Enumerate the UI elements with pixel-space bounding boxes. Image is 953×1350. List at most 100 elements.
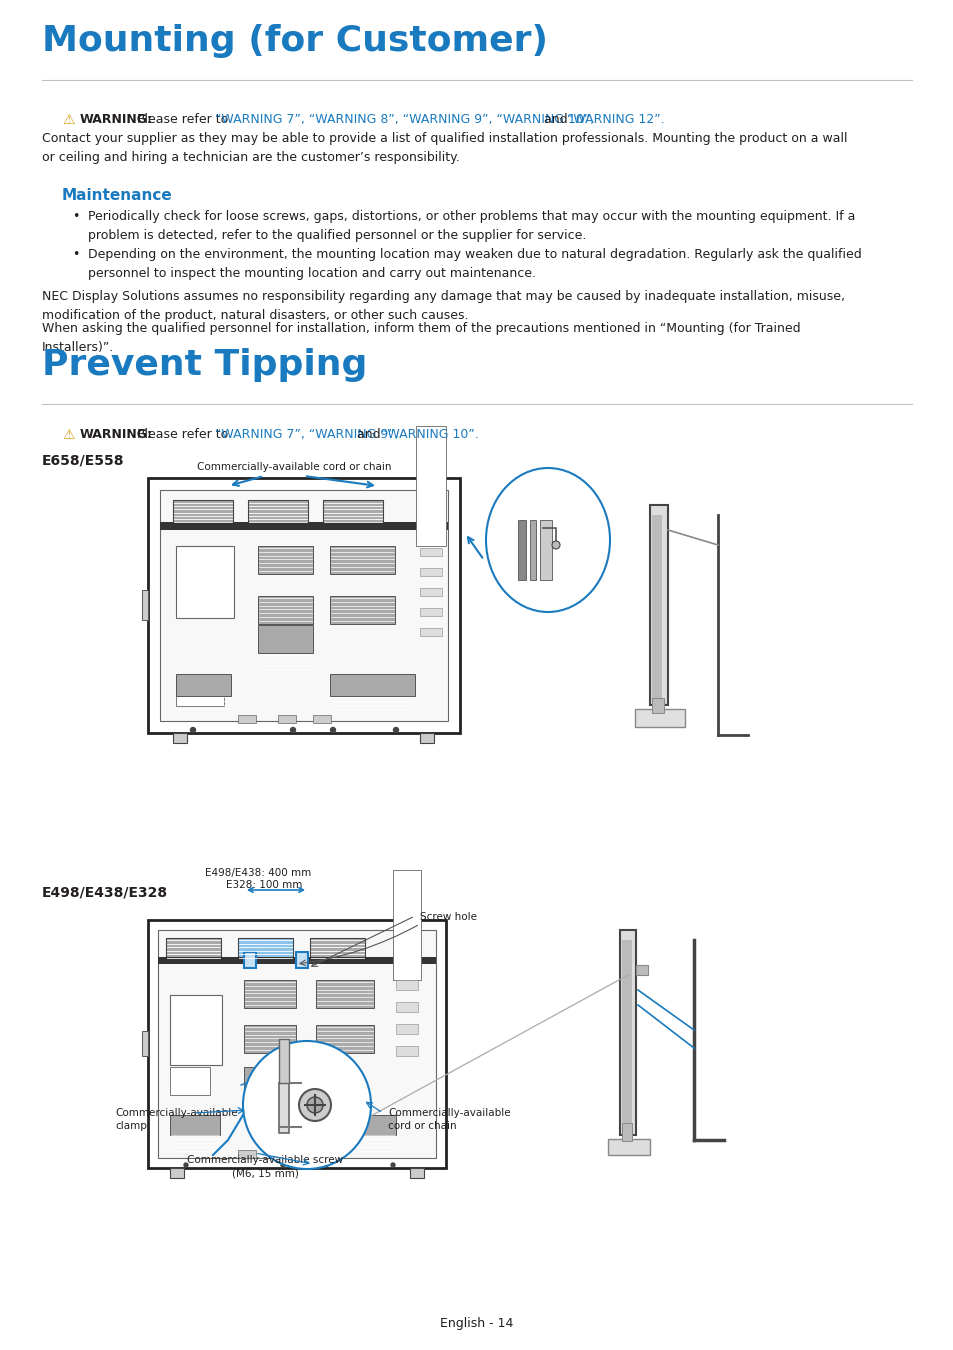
Bar (166, 938, 221, 960)
Bar (172, 733, 187, 743)
Bar (237, 938, 293, 960)
Text: ⚠: ⚠ (62, 428, 74, 441)
Bar (158, 957, 436, 964)
Bar (315, 1115, 395, 1135)
Text: NEC Display Solutions assumes no responsibility regarding any damage that may be: NEC Display Solutions assumes no respons… (42, 290, 844, 321)
Bar (257, 545, 313, 574)
Bar (160, 490, 448, 721)
Bar (148, 919, 446, 1168)
Bar (651, 514, 661, 701)
Bar (635, 709, 684, 728)
Text: Please refer to: Please refer to (137, 113, 232, 126)
Text: and: and (539, 113, 571, 126)
Circle shape (291, 728, 295, 733)
Bar (275, 1150, 294, 1158)
Bar (278, 1083, 289, 1133)
Bar (175, 676, 224, 706)
Text: English - 14: English - 14 (440, 1318, 513, 1330)
Text: Prevent Tipping: Prevent Tipping (42, 348, 367, 382)
Circle shape (552, 541, 559, 549)
Bar (257, 625, 313, 653)
Text: E498/E438/E328: E498/E438/E328 (42, 886, 168, 899)
Bar (419, 568, 441, 576)
Bar (619, 930, 636, 1135)
Bar (419, 733, 434, 743)
Bar (539, 520, 552, 580)
Bar (323, 500, 382, 525)
Bar (330, 545, 395, 574)
Bar (419, 628, 441, 636)
Text: When asking the qualified personnel for installation, inform them of the precaut: When asking the qualified personnel for … (42, 323, 800, 354)
Bar (158, 930, 436, 1158)
Circle shape (330, 728, 335, 733)
Bar (160, 522, 448, 531)
Bar (170, 995, 222, 1065)
Bar (649, 505, 667, 705)
Bar (330, 595, 395, 624)
Bar (175, 674, 231, 697)
Bar (175, 545, 233, 618)
Text: Depending on the environment, the mounting location may weaken due to natural de: Depending on the environment, the mounti… (88, 248, 861, 279)
Bar (295, 952, 308, 968)
Bar (148, 478, 459, 733)
Circle shape (191, 728, 195, 733)
Bar (419, 548, 441, 556)
Text: E498/E438: 400 mm
    E328: 100 mm: E498/E438: 400 mm E328: 100 mm (205, 868, 311, 891)
Bar (142, 1031, 148, 1056)
Circle shape (393, 728, 398, 733)
Bar (395, 1025, 417, 1034)
Bar (310, 938, 365, 960)
Bar (237, 716, 255, 724)
Bar (277, 716, 295, 724)
Text: “WARNING 7”, “WARNING 9”,: “WARNING 7”, “WARNING 9”, (214, 428, 398, 441)
Bar (315, 1025, 374, 1053)
Text: Commercially-available screw
(M6, 15 mm): Commercially-available screw (M6, 15 mm) (187, 1156, 343, 1179)
Ellipse shape (485, 468, 609, 612)
Text: Maintenance: Maintenance (62, 188, 172, 202)
Text: and: and (353, 428, 384, 441)
Text: Please refer to: Please refer to (137, 428, 232, 441)
Bar (395, 980, 417, 990)
Bar (315, 980, 374, 1008)
Circle shape (243, 1041, 371, 1169)
Text: Mounting (for Customer): Mounting (for Customer) (42, 24, 547, 58)
Bar (312, 1150, 330, 1158)
Bar (170, 1066, 210, 1095)
Bar (278, 1040, 289, 1083)
Text: WARNING:: WARNING: (80, 428, 152, 441)
Circle shape (391, 1162, 395, 1166)
Text: Contact your supplier as they may be able to provide a list of qualified install: Contact your supplier as they may be abl… (42, 132, 846, 163)
Bar (170, 1115, 220, 1135)
Bar (237, 1150, 255, 1158)
Bar (170, 1168, 184, 1179)
Bar (248, 500, 308, 525)
Bar (330, 674, 415, 697)
Text: WARNING:: WARNING: (80, 113, 152, 126)
Bar (172, 500, 233, 525)
Bar (621, 1123, 631, 1141)
Text: •: • (71, 248, 79, 261)
Bar (607, 1139, 649, 1156)
Text: Screw hole: Screw hole (419, 913, 476, 922)
Bar (142, 590, 148, 620)
Bar (517, 520, 525, 580)
Bar (244, 1066, 295, 1095)
Bar (419, 589, 441, 595)
Text: ⚠: ⚠ (62, 113, 74, 127)
Circle shape (298, 1089, 331, 1120)
Circle shape (307, 1098, 323, 1112)
Bar (416, 427, 446, 545)
Bar (313, 716, 331, 724)
Bar (636, 965, 647, 975)
Text: “WARNING 12”.: “WARNING 12”. (566, 113, 664, 126)
Text: •: • (71, 211, 79, 223)
Bar (410, 1168, 423, 1179)
Bar (395, 1002, 417, 1012)
Text: E658/E558: E658/E558 (42, 454, 125, 467)
Circle shape (324, 1162, 328, 1166)
Bar (244, 1025, 295, 1053)
Text: “WARNING 10”.: “WARNING 10”. (380, 428, 478, 441)
Bar (651, 698, 663, 713)
Bar (530, 520, 536, 580)
Text: Commercially-available cord or chain: Commercially-available cord or chain (196, 462, 391, 472)
